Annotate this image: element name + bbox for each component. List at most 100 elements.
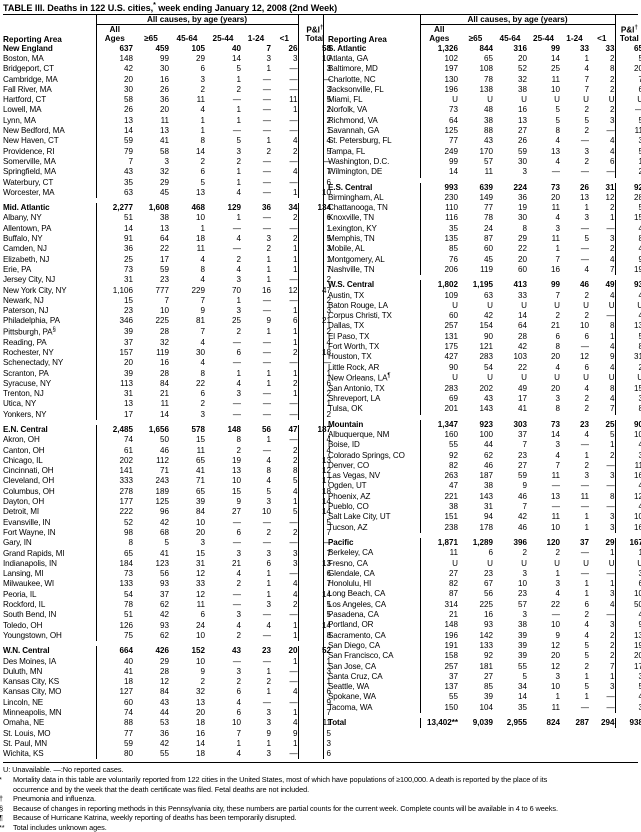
cell-pi-total: 90 — [614, 419, 641, 430]
header-all-ages: All Ages — [419, 24, 458, 44]
cell-age-25-44: 14 — [550, 429, 560, 439]
header-pi-total: P&I† Total — [297, 24, 332, 44]
cell-age-under-1: — — [289, 84, 298, 94]
cell-age-45-64: 3 — [522, 568, 527, 578]
cell-age-under-1: 1 — [610, 548, 615, 558]
cell-all-ages: 278 — [95, 486, 133, 498]
cell-age-1-24: 2 — [266, 527, 271, 537]
cell-all-ages: 82 — [419, 460, 458, 472]
cell-age-45-64: 57 — [517, 599, 527, 609]
cell-age-1-24: 1 — [584, 671, 589, 681]
cell-age-45-64: 12 — [195, 589, 205, 599]
cell-age-1-24: 33 — [579, 43, 589, 53]
reporting-area-label: Pittsburgh, PA§ — [3, 326, 56, 337]
cell-all-ages: 2,485 — [95, 424, 133, 436]
cell-age-under-1: 3 — [293, 548, 298, 558]
cell-pi-total: 15 — [614, 383, 641, 395]
cell-age-1-24: 1 — [584, 522, 589, 532]
cell-age-45-64: 59 — [517, 471, 527, 481]
cell-all-ages: 78 — [95, 600, 133, 611]
table-row: Denver, CO 82 46 27 7 2 —11 — [328, 460, 641, 472]
table-row: Paterson, NJ 23 10 9 3—1 3 — [3, 306, 332, 317]
cell-age-25-44: 1 — [236, 115, 241, 125]
table-row: Seattle, WA137853410535 — [328, 682, 641, 693]
cell-pi-total: 5 — [614, 682, 641, 693]
cell-age-65-plus: 16 — [159, 74, 169, 84]
cell-all-ages: 141 — [95, 466, 133, 477]
cell-age-65-plus: 27 — [483, 671, 493, 681]
cell-age-65-plus: 143 — [479, 404, 493, 414]
reporting-area-label: Baltimore, MD — [328, 64, 378, 74]
reporting-area-label: Miami, FL — [328, 95, 363, 105]
reporting-area-label: Cincinnati, OH — [3, 466, 54, 476]
cell-age-under-1: — — [606, 223, 615, 233]
reporting-area-label: Evansville, IN — [3, 517, 51, 527]
cell-age-65-plus: U — [487, 558, 493, 568]
table-row: Lincoln, NE 60 43 13 4— —9 — [3, 697, 332, 708]
cell-age-25-44: 3 — [555, 579, 560, 589]
cell-all-ages: 88 — [95, 718, 133, 729]
cell-age-45-64: 41 — [517, 404, 527, 414]
cell-pi-total: 4 — [297, 337, 332, 348]
cell-age-45-64: 39 — [195, 497, 205, 507]
cell-all-ages: 116 — [419, 213, 458, 224]
cell-pi-total: 9 — [614, 620, 641, 631]
cell-all-ages: 1,326 — [419, 43, 458, 54]
cell-pi-total: 3 — [614, 394, 641, 405]
cell-age-1-24: — — [262, 697, 271, 707]
reporting-area-label: St. Louis, MO — [3, 728, 51, 738]
cell-age-under-1: — — [289, 610, 298, 620]
cell-age-under-1: 1 — [610, 213, 615, 223]
cell-pi-total: 17 — [614, 661, 641, 672]
table-row: Milwaukee, WI 133 93 33 2 1 4 7 — [3, 579, 332, 590]
reporting-area-label: Allentown, PA — [3, 223, 52, 233]
table-row: Tucson, AZ 238 178 46 10 1 316 — [328, 522, 641, 533]
cell-age-25-44: 6 — [236, 347, 241, 357]
cell-all-ages: 148 — [95, 53, 133, 65]
cell-age-25-44: 20 — [550, 192, 560, 202]
cell-age-65-plus: 32 — [159, 167, 169, 177]
cell-age-under-1: 2 — [293, 213, 298, 223]
cell-age-under-1: 2 — [293, 347, 298, 357]
cell-age-25-44: 10 — [550, 84, 560, 94]
cell-age-25-44: 11 — [551, 512, 560, 522]
cell-pi-total: 5 — [614, 53, 641, 65]
cell-age-under-1: 1 — [293, 187, 298, 197]
cell-age-45-64: 3 — [200, 74, 205, 84]
cell-age-1-24: — — [262, 445, 271, 455]
cell-age-1-24: 4 — [584, 383, 589, 393]
footnote-text: Total includes unknown ages. — [13, 822, 107, 832]
cell-age-45-64: 11 — [196, 95, 205, 105]
cell-age-65-plus: 225 — [479, 599, 493, 609]
cell-age-under-1: 1 — [610, 671, 615, 681]
table-row: Savannah, GA 125 88 27 8 2 —11 — [328, 126, 641, 137]
cell-age-25-44: 1 — [236, 368, 241, 378]
cell-age-1-24: — — [580, 502, 589, 512]
cell-age-25-44: 9 — [555, 630, 560, 640]
cell-age-25-44: 1 — [236, 74, 241, 84]
cell-age-45-64: 10 — [195, 517, 205, 527]
reporting-area-label: Trenton, NJ — [3, 389, 44, 399]
cell-age-1-24: 1 — [584, 203, 589, 213]
table-row: Scranton, PA 39 28 8 1 1 1 1 — [3, 368, 332, 379]
cell-all-ages: 60 — [419, 311, 458, 322]
cell-pi-total: 1 — [297, 677, 332, 688]
cell-age-45-64: U — [521, 95, 527, 105]
cell-pi-total: 4 — [297, 435, 332, 446]
cell-age-45-64: 4 — [200, 275, 205, 285]
cell-age-65-plus: 426 — [155, 646, 169, 656]
cell-age-under-1: — — [606, 568, 615, 578]
cell-age-45-64: 16 — [195, 728, 205, 738]
table-row: Utica, NY 13 11 2— — —1 — [3, 399, 332, 410]
cell-age-45-64: 152 — [191, 646, 205, 656]
cell-age-1-24: 5 — [584, 234, 589, 244]
header-reporting-area: Reporting Area — [3, 34, 62, 44]
cell-age-1-24: 5 — [584, 640, 589, 650]
cell-all-ages: 63 — [95, 187, 133, 199]
cell-age-1-24: 3 — [584, 146, 589, 156]
cell-age-1-24: 2 — [584, 290, 589, 300]
cell-age-under-1: — — [289, 126, 298, 136]
cell-all-ages: 91 — [95, 233, 133, 245]
cell-age-under-1: 2 — [293, 527, 298, 537]
